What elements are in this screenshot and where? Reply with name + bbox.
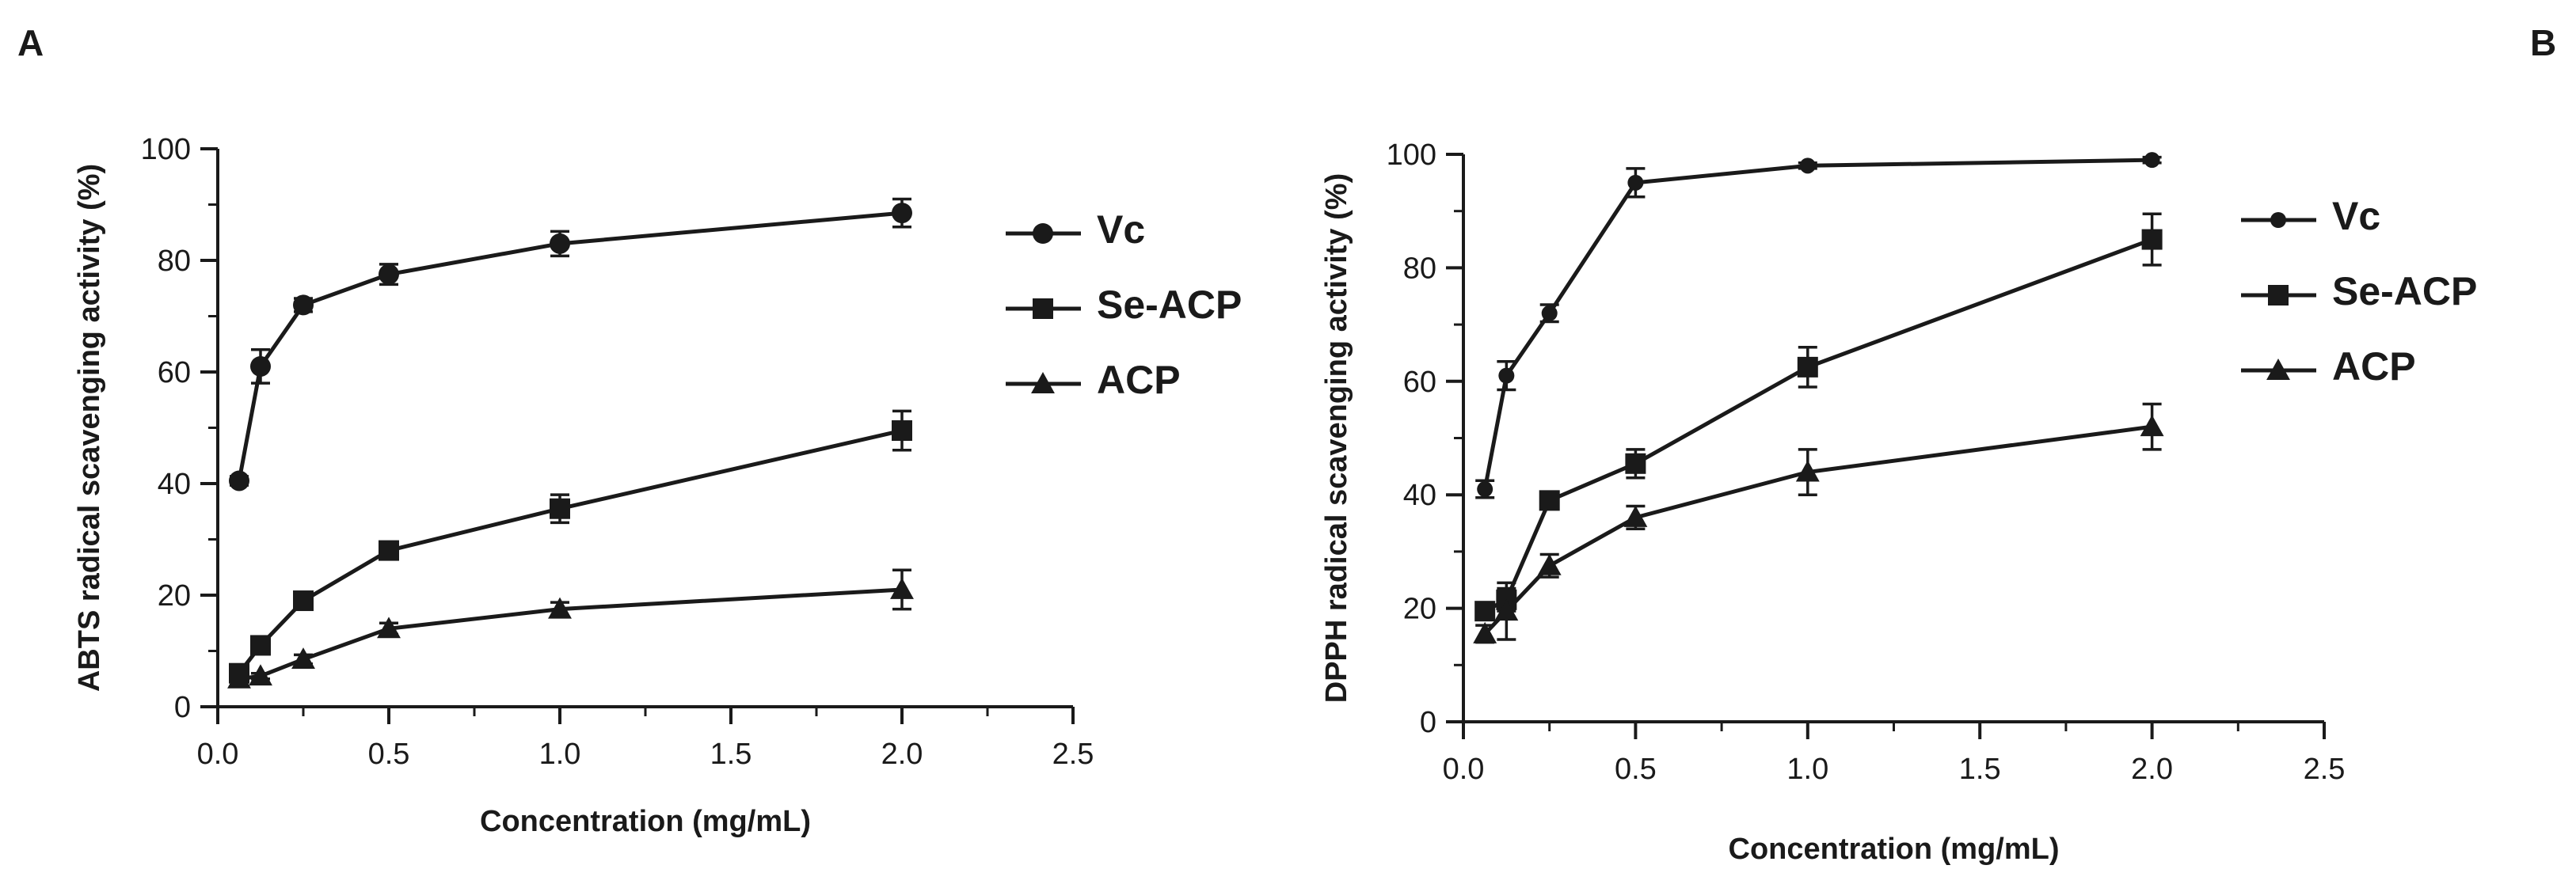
series-line-acp-b — [1483, 424, 2152, 636]
legend-marker-vc-a — [1033, 223, 1053, 244]
data-point-se-acp-b — [1625, 453, 1646, 474]
series-group-b — [1473, 152, 2164, 644]
legend-label-se-acp-a: Se-ACP — [1097, 283, 1242, 327]
y-tick-label-b: 80 — [1403, 252, 1436, 285]
y-tick-label-a: 80 — [158, 245, 191, 278]
x-axis-label-b: Concentration (mg/mL) — [1729, 833, 2060, 866]
data-point-se-acp-b — [1539, 490, 1560, 511]
data-point-se-acp-a — [892, 420, 912, 442]
data-point-se-acp-a — [550, 498, 570, 519]
data-point-vc-a — [550, 233, 570, 254]
series-group-a — [227, 197, 914, 689]
legend-marker-acp-a — [1031, 372, 1055, 393]
data-point-acp-a — [227, 666, 251, 689]
data-point-acp-b — [1494, 599, 1519, 621]
legend-marker-acp-b — [2266, 359, 2290, 380]
y-tick-label-b: 60 — [1403, 366, 1436, 399]
data-point-se-acp-b — [1797, 356, 1818, 378]
x-axis-label-a: Concentration (mg/mL) — [480, 805, 811, 838]
series-se-acp-a — [229, 409, 912, 684]
data-point-vc-a — [229, 470, 249, 491]
data-point-se-acp-b — [1474, 601, 1496, 622]
data-point-se-acp-a — [250, 635, 271, 656]
data-point-vc-b — [1498, 367, 1515, 384]
x-tick-label-a: 2.0 — [881, 738, 923, 771]
panel-label-a: A — [17, 22, 44, 63]
x-tick-label-b: 1.0 — [1786, 753, 1828, 786]
x-tick-label-b: 0.5 — [1615, 753, 1657, 786]
series-line-se-acp-a — [238, 428, 903, 675]
x-tick-label-b: 1.5 — [1959, 753, 2001, 786]
legend-a: Vc Se-ACP ACP — [1006, 207, 1242, 402]
data-point-vc-a — [250, 355, 271, 377]
y-tick-label-b: 0 — [1420, 706, 1436, 739]
data-point-vc-b — [2144, 152, 2160, 169]
data-point-se-acp-a — [293, 590, 314, 612]
data-point-acp-b — [1795, 460, 1820, 482]
legend-label-vc-b: Vc — [2332, 194, 2380, 238]
series-line-se-acp-b — [1484, 237, 2153, 613]
series-vc-a — [229, 197, 912, 491]
legend-label-se-acp-b: Se-ACP — [2332, 269, 2477, 313]
data-point-acp-a — [377, 617, 401, 639]
x-tick-label-b: 2.5 — [2304, 753, 2346, 786]
y-axis-label-a: ABTS radical scavenging activity (%) — [73, 164, 106, 692]
data-point-acp-b — [2140, 415, 2164, 437]
data-point-acp-b — [1623, 505, 1648, 527]
data-point-acp-a — [249, 664, 272, 686]
y-tick-label-a: 40 — [158, 468, 191, 501]
panel-label-b: B — [2530, 22, 2556, 63]
x-tick-label-a: 1.5 — [710, 738, 752, 771]
legend-marker-vc-b — [2270, 212, 2286, 228]
series-acp-b — [1473, 402, 2164, 644]
data-point-acp-b — [1537, 553, 1562, 575]
data-point-se-acp-b — [2141, 229, 2163, 250]
y-tick-label-a: 0 — [174, 691, 191, 724]
y-tick-label-b: 40 — [1403, 479, 1436, 512]
data-point-acp-b — [1473, 621, 1497, 643]
data-point-vc-b — [1799, 157, 1816, 174]
legend-marker-se-acp-a — [1033, 298, 1053, 319]
legend-label-acp-a: ACP — [1097, 358, 1181, 402]
series-acp-a — [227, 568, 914, 689]
data-point-vc-a — [293, 294, 314, 316]
x-tick-label-a: 0.5 — [368, 738, 410, 771]
y-axis-label-b: DPPH radical scavenging activity (%) — [1320, 173, 1353, 703]
data-point-vc-a — [892, 203, 912, 224]
legend-marker-se-acp-b — [2268, 285, 2289, 305]
chart-panel-a: A ABTS radical scavenging activity (%) C… — [17, 22, 1242, 838]
y-tick-label-a: 60 — [158, 356, 191, 389]
legend-b: Vc Se-ACP ACP — [2241, 194, 2477, 389]
y-tick-label-a: 100 — [141, 133, 191, 166]
y-tick-label-b: 100 — [1387, 139, 1436, 172]
data-point-vc-b — [1541, 305, 1558, 321]
series-line-vc-a — [237, 211, 903, 481]
data-point-vc-b — [1477, 481, 1493, 498]
series-se-acp-b — [1474, 212, 2163, 622]
legend-label-acp-b: ACP — [2332, 344, 2416, 389]
axes-b: 0 20 40 60 80 100 0.0 0.5 1.0 1.5 2.0 2.5 — [1387, 139, 2346, 786]
chart-panel-b: B DPPH radical scavenging activity (%) C… — [1320, 22, 2556, 866]
series-line-vc-b — [1482, 157, 2152, 490]
data-point-vc-a — [379, 264, 399, 285]
series-line-acp-a — [238, 587, 903, 681]
x-tick-label-a: 1.0 — [539, 738, 581, 771]
data-point-se-acp-a — [379, 540, 399, 561]
axes-a: 0 20 40 60 80 100 0.0 0.5 1.0 1.5 2.0 2.5 — [141, 133, 1094, 771]
data-point-acp-a — [291, 647, 315, 670]
y-tick-label-a: 20 — [158, 579, 191, 613]
data-point-acp-a — [548, 597, 572, 619]
x-tick-label-a: 0.0 — [197, 738, 239, 771]
legend-label-vc-a: Vc — [1097, 207, 1145, 252]
x-tick-label-b: 2.0 — [2131, 753, 2173, 786]
y-tick-label-b: 20 — [1403, 593, 1436, 626]
series-vc-b — [1475, 152, 2162, 499]
data-point-acp-a — [890, 578, 914, 599]
x-tick-label-a: 2.5 — [1052, 738, 1094, 771]
x-tick-label-b: 0.0 — [1443, 753, 1485, 786]
data-point-vc-b — [1627, 174, 1644, 191]
